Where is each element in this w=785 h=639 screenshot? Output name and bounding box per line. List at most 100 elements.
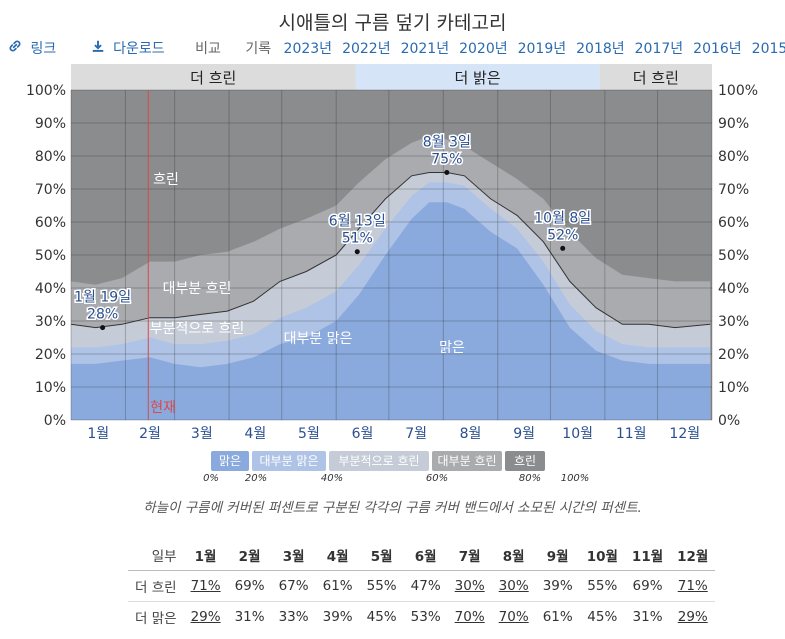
y-right-tick-label: 0% — [718, 413, 740, 429]
table-cell: 61% — [315, 570, 360, 602]
legend-ticks: 0% 20% 40% 60% 80% 100% — [0, 473, 785, 487]
year-link[interactable]: 2021년 — [400, 41, 450, 57]
table-cell: 70% — [498, 609, 529, 625]
season-label: 더 흐린 — [190, 69, 236, 87]
month-header: 11월 — [624, 540, 671, 571]
annotation-point — [560, 245, 566, 251]
y-left-tick-label: 30% — [35, 314, 66, 330]
y-left-tick-label: 0% — [44, 413, 66, 429]
season-label: 더 흐린 — [633, 69, 679, 87]
chart-grid: 현재 — [70, 89, 713, 421]
table-cell: 71% — [670, 570, 716, 602]
legend-item: 흐린 — [505, 451, 545, 471]
year-link[interactable]: 2023년 — [283, 41, 333, 57]
table-cell: 39% — [322, 609, 353, 625]
season-label: 더 밝은 — [454, 69, 500, 87]
annotation-value: 28% — [87, 307, 118, 323]
table-cell: 67% — [271, 570, 316, 602]
band-label: 부분적으로 흐린 — [150, 321, 245, 337]
table-cell: 71% — [183, 570, 228, 602]
y-right-tick-label: 40% — [718, 281, 749, 297]
x-tick-label: 2월 — [139, 426, 161, 442]
download-icon[interactable] — [91, 39, 105, 57]
y-left-tick-label: 100% — [26, 83, 66, 99]
history-label: 기록 — [245, 41, 272, 57]
y-right-tick-label: 50% — [718, 248, 749, 264]
season-band — [599, 64, 712, 90]
cloud-cover-chart: 더 흐린 더 밝은 더 흐린 현재 0% 10% 20% 30% 40% 50% 60% 70% 8… — [26, 64, 758, 442]
table-cell: 53% — [410, 609, 441, 625]
y-left-tick-label: 70% — [35, 182, 66, 198]
band-label: 대부분 흐린 — [163, 281, 232, 297]
table-row: 더 맑은 29% 31% 33% 39% 45% 53% 70% 70% 61% 45% 31% 29% — [128, 602, 715, 633]
compare-button[interactable]: 비교 — [195, 41, 221, 57]
year-link[interactable]: 2022년 — [342, 41, 391, 57]
year-link[interactable]: 2015년 — [751, 41, 785, 57]
x-tick-label: 8월 — [460, 426, 482, 442]
year-link[interactable]: 2020년 — [459, 41, 508, 57]
annotation-date: 6월 13일 — [329, 214, 386, 230]
y-right-tick-label: 80% — [718, 149, 749, 165]
toolbar: 링크 다운로드 비교 기록 2023년 2022년 2021년 2020년 2019년 2… — [8, 38, 785, 60]
year-link[interactable]: 2019년 — [517, 41, 567, 57]
annotation-value: 75% — [431, 152, 462, 168]
x-tick-label: 9월 — [513, 426, 535, 442]
download-button[interactable]: 다운로드 — [113, 41, 165, 57]
year-link[interactable]: 2018년 — [576, 41, 625, 57]
table-cell: 30% — [447, 570, 492, 602]
month-header: 7월 — [447, 540, 492, 571]
y-right-tick-label: 60% — [718, 215, 749, 231]
table-header-label: 일부 — [128, 540, 184, 571]
annotation-date: 8월 3일 — [423, 135, 471, 151]
annotation-point — [354, 249, 360, 255]
table-cell: 69% — [227, 570, 272, 602]
legend-tick-label: 100% — [560, 473, 590, 484]
x-tick-label: 3월 — [191, 426, 213, 442]
legend-tick-label: 0% — [203, 473, 219, 484]
month-header: 5월 — [359, 540, 404, 571]
y-left-tick-label: 80% — [35, 149, 66, 165]
row-label: 더 맑은 — [135, 611, 177, 627]
x-tick-label: 5월 — [298, 426, 320, 442]
table-cell: 45% — [366, 609, 397, 625]
band-label: 맑은 — [439, 340, 465, 356]
y-right-tick-label: 20% — [718, 347, 749, 363]
year-link[interactable]: 2016년 — [693, 41, 742, 57]
table-cell: 31% — [632, 609, 663, 625]
band-label: 대부분 맑은 — [284, 331, 353, 347]
y-left-tick-label: 10% — [35, 380, 66, 396]
table-cell: 33% — [278, 609, 309, 625]
x-tick-label: 12월 — [669, 426, 700, 442]
season-band — [355, 64, 600, 90]
annotation-date: 10월 8일 — [534, 210, 591, 226]
table-cell: 55% — [579, 570, 625, 602]
x-tick-label: 4월 — [244, 426, 266, 442]
link-icon[interactable] — [8, 39, 22, 57]
summary-table: 일부 1월 2월 3월 4월 5월 6월 7월 8월 9월 10월 11월 12월 더 흐린 71% 69… — [128, 540, 716, 633]
year-link[interactable]: 2017년 — [634, 41, 684, 57]
season-band — [71, 64, 356, 90]
annotation-date: 1월 19일 — [74, 290, 131, 306]
chart-caption: 하늘이 구름에 커버된 퍼센트로 구분된 각각의 구름 커버 밴드에서 소모된 … — [143, 500, 642, 516]
y-left-tick-label: 90% — [35, 116, 66, 132]
month-header: 12월 — [670, 540, 716, 571]
y-left-tick-label: 20% — [35, 347, 66, 363]
annotation-point — [100, 325, 106, 331]
table-cell: 29% — [677, 609, 708, 625]
legend-item: 부분적으로 흐린 — [329, 451, 429, 471]
legend-tick-label: 40% — [320, 473, 344, 484]
month-header: 3월 — [271, 540, 316, 571]
year-links: 2023년 2022년 2021년 2020년 2019년 2018년 2017년 2016년… — [284, 38, 785, 58]
x-tick-label: 7월 — [405, 426, 427, 442]
table-cell: 70% — [454, 609, 485, 625]
link-button[interactable]: 링크 — [30, 41, 57, 57]
y-right-tick-label: 30% — [718, 314, 749, 330]
y-right-tick-label: 70% — [718, 182, 749, 198]
table-cell: 47% — [403, 570, 448, 602]
x-tick-label: 1월 — [87, 426, 109, 442]
y-right-tick-label: 100% — [718, 83, 758, 99]
x-tick-label: 6월 — [352, 426, 374, 442]
month-header: 6월 — [403, 540, 448, 571]
